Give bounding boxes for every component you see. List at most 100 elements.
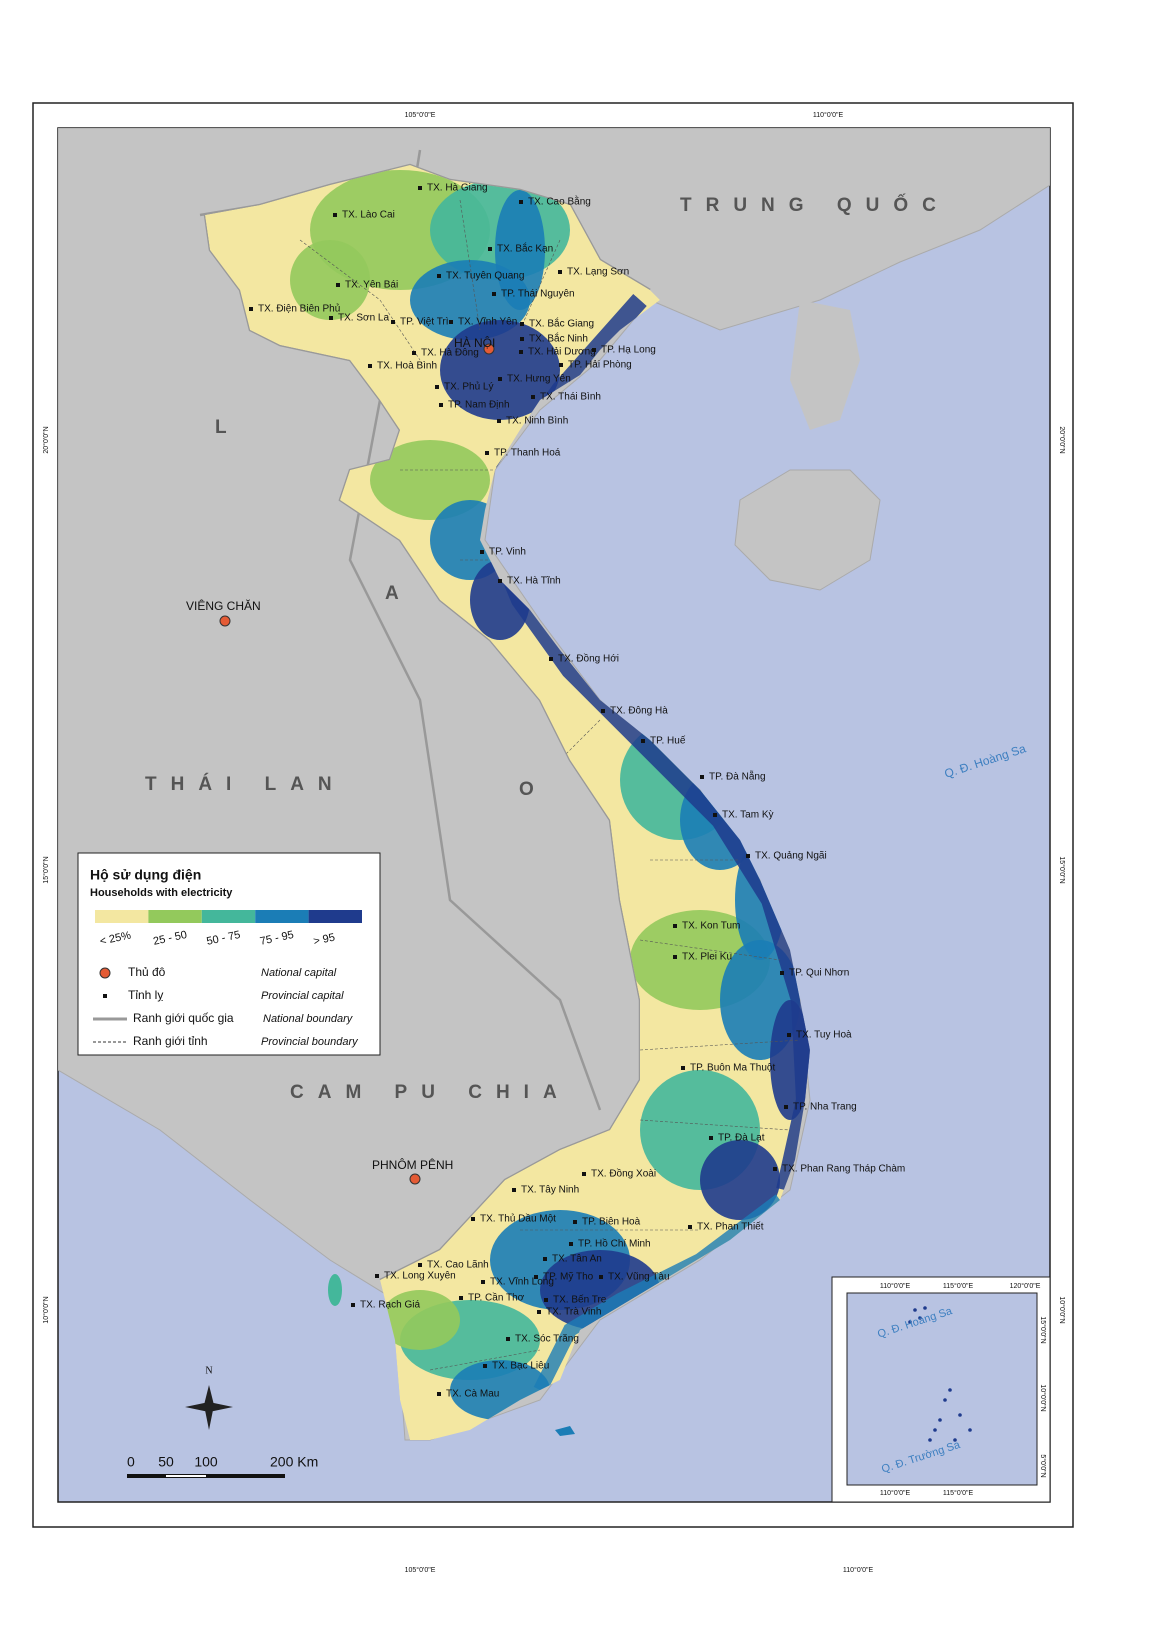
scale-label: 200 Km: [270, 1454, 318, 1470]
graticule-label: 10°0'0"N: [42, 1296, 50, 1323]
provincial-marker: [351, 1303, 355, 1307]
provincial-label: TX. Tây Ninh: [521, 1185, 579, 1196]
phu-quoc: [328, 1274, 342, 1306]
inset-island: [913, 1308, 917, 1312]
provincial-label: TX. Hà Đông: [421, 348, 479, 359]
provincial-marker: [481, 1280, 485, 1284]
inset-graticule: 10°0'0"N: [1039, 1384, 1047, 1411]
base-layer: [58, 128, 1050, 1441]
provincial-label: TP. Hạ Long: [601, 345, 656, 356]
provincial-marker: [558, 270, 562, 274]
provincial-marker: [333, 213, 337, 217]
legend-title: Hộ sử dụng điện: [90, 867, 201, 883]
scale-label: 100: [194, 1454, 218, 1470]
provincial-marker: [391, 320, 395, 324]
provincial-marker: [681, 1066, 685, 1070]
provincial-label: TP. Cần Thơ: [468, 1292, 525, 1304]
provincial-marker: [498, 377, 502, 381]
provincial-marker: [439, 403, 443, 407]
inset-island: [923, 1306, 927, 1310]
legend-symbol-vi: Ranh giới quốc gia: [133, 1011, 234, 1025]
provincial-label: TX. Plei Ku: [682, 952, 732, 963]
provincial-marker: [592, 348, 596, 352]
provincial-marker: [569, 1242, 573, 1246]
scale-bar: [166, 1475, 206, 1477]
legend-box: [77, 852, 381, 1056]
provincial-marker: [249, 307, 253, 311]
provincial-label: TP. Nam Định: [448, 400, 510, 411]
provincial-marker: [746, 854, 750, 858]
scale-label: 0: [127, 1454, 135, 1470]
provincial-label: TX. Long Xuyên: [384, 1271, 456, 1282]
north-label: N: [205, 1365, 212, 1376]
provincial-label: TX. Cao Bằng: [528, 195, 591, 208]
provincial-label: TX. Cà Mau: [446, 1389, 499, 1400]
provincial-label: TX. Tân An: [552, 1254, 602, 1265]
provincial-label: TX. Hải Dương: [528, 347, 596, 358]
capital-marker: [409, 1173, 421, 1185]
provincial-label: TX. Phan Rang Tháp Chàm: [782, 1164, 905, 1175]
provincial-marker: [435, 385, 439, 389]
provincial-marker: [534, 1275, 538, 1279]
provincial-label: TP. Hải Phòng: [568, 360, 632, 371]
provincial-label: TX. Bạc Liêu: [492, 1361, 549, 1372]
provincial-label: TX. Đồng Hới: [558, 653, 619, 665]
inset-island: [958, 1413, 962, 1417]
provincial-label: TP. Biên Hoà: [582, 1217, 641, 1228]
legend-class-label: > 95: [312, 932, 336, 948]
provincial-marker: [601, 709, 605, 713]
electricity-area: [290, 240, 370, 320]
provincial-marker: [559, 363, 563, 367]
provincial-label: TP. Hồ Chí Minh: [578, 1238, 651, 1250]
legend-swatch: [255, 910, 309, 923]
provincial-marker: [506, 1337, 510, 1341]
inset-map: [846, 1292, 1038, 1486]
electricity-area: [700, 1140, 780, 1220]
provincial-label: TX. Ninh Bình: [506, 416, 568, 427]
electricity-area: [495, 190, 545, 310]
provincial-label: TX. Đồng Xoài: [591, 1168, 656, 1180]
con-dao: [555, 1426, 575, 1436]
provincial-label: TP. Thanh Hoá: [494, 448, 561, 459]
capital-marker: [219, 615, 231, 627]
legend-subtitle: Households with electricity: [90, 887, 233, 899]
provincial-marker: [418, 186, 422, 190]
provincial-label: TX. Thái Bình: [540, 392, 601, 403]
provincial-marker: [519, 350, 523, 354]
inset-island: [918, 1316, 922, 1320]
provincial-marker: [485, 451, 489, 455]
provincial-marker: [531, 395, 535, 399]
provincial-marker: [520, 322, 524, 326]
country-label: THÁI LAN: [145, 773, 346, 795]
inset-island: [948, 1388, 952, 1392]
provincial-label: TX. Sóc Trăng: [515, 1334, 579, 1345]
provincial-marker: [543, 1257, 547, 1261]
provincial-marker: [412, 351, 416, 355]
provincial-label: TX. Vĩnh Long: [490, 1277, 554, 1288]
legend-swatch: [201, 910, 256, 923]
graticule-label: 105°0'0"E: [405, 111, 436, 119]
provincial-label: TX. Bắc Giang: [529, 317, 594, 330]
provincial-marker: [599, 1275, 603, 1279]
provincial-marker: [329, 316, 333, 320]
inset-graticule: 120°0'0"E: [1010, 1282, 1041, 1290]
provincial-marker: [713, 813, 717, 817]
provincial-boundary: [299, 199, 801, 1371]
provincial-marker: [544, 1298, 548, 1302]
capital-label: VIÊNG CHĂN: [186, 598, 261, 613]
provincial-marker: [784, 1105, 788, 1109]
graticule-label: 20°0'0"N: [42, 426, 50, 453]
provincial-marker: [437, 274, 441, 278]
provincial-marker: [375, 1274, 379, 1278]
provincial-label: TX. Bắc Kạn: [497, 242, 553, 255]
coastal-strip: [533, 1194, 785, 1394]
hainan: [734, 469, 881, 591]
provincial-label: TP. Việt Trì: [400, 317, 449, 328]
provincial-marker: [688, 1225, 692, 1229]
provincial-label: TX. Hưng Yên: [507, 374, 571, 385]
capital-marker: [483, 343, 495, 355]
country-label: TRUNG QUỐC: [680, 194, 950, 216]
provincial-marker: [549, 657, 553, 661]
inset-island: [953, 1438, 957, 1442]
